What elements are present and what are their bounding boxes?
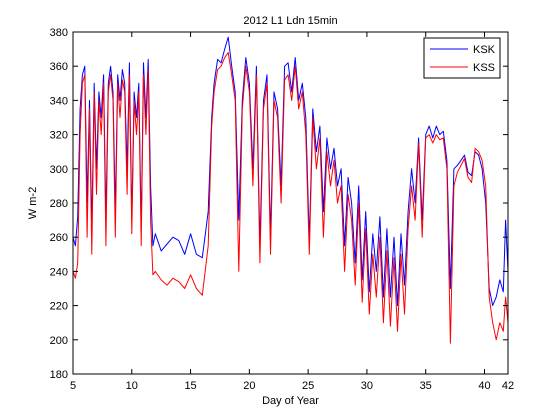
x-tick-label: 15 <box>184 380 196 392</box>
chart-title: 2012 L1 Ldn 15min <box>243 15 337 27</box>
x-tick-label: 42 <box>502 380 514 392</box>
axis-ticks: 5 10 15 20 25 30 35 40 42 180 200 220 240 260 280 300 32… <box>50 27 514 392</box>
series-line-kss <box>72 52 509 344</box>
series-lines <box>72 36 509 344</box>
y-tick-label: 360 <box>50 61 68 73</box>
y-tick-label: 240 <box>50 266 68 278</box>
y-tick-label: 380 <box>50 27 68 39</box>
x-tick-label: 35 <box>420 380 432 392</box>
y-tick-label: 220 <box>50 301 68 313</box>
x-tick-label: 10 <box>126 380 138 392</box>
x-tick-label: 20 <box>243 380 255 392</box>
x-tick-label: 25 <box>302 380 314 392</box>
legend-label-ksk: KSK <box>473 44 496 56</box>
y-tick-label: 340 <box>50 95 68 107</box>
x-tick-label: 5 <box>70 380 76 392</box>
x-tick-label: 40 <box>478 380 490 392</box>
y-tick-label: 320 <box>50 130 68 142</box>
plot-frame <box>72 31 509 375</box>
legend: KSK KSS <box>423 37 501 79</box>
y-tick-label: 260 <box>50 232 68 244</box>
y-tick-label: 280 <box>50 198 68 210</box>
x-tick-label: 30 <box>361 380 373 392</box>
y-axis-title: W m-2 <box>27 187 39 219</box>
x-axis-title: Day of Year <box>262 395 319 407</box>
y-tick-label: 180 <box>50 369 68 381</box>
legend-box <box>423 37 501 79</box>
y-tick-label: 200 <box>50 335 68 347</box>
y-tick-label: 300 <box>50 164 68 176</box>
legend-label-kss: KSS <box>473 62 495 74</box>
